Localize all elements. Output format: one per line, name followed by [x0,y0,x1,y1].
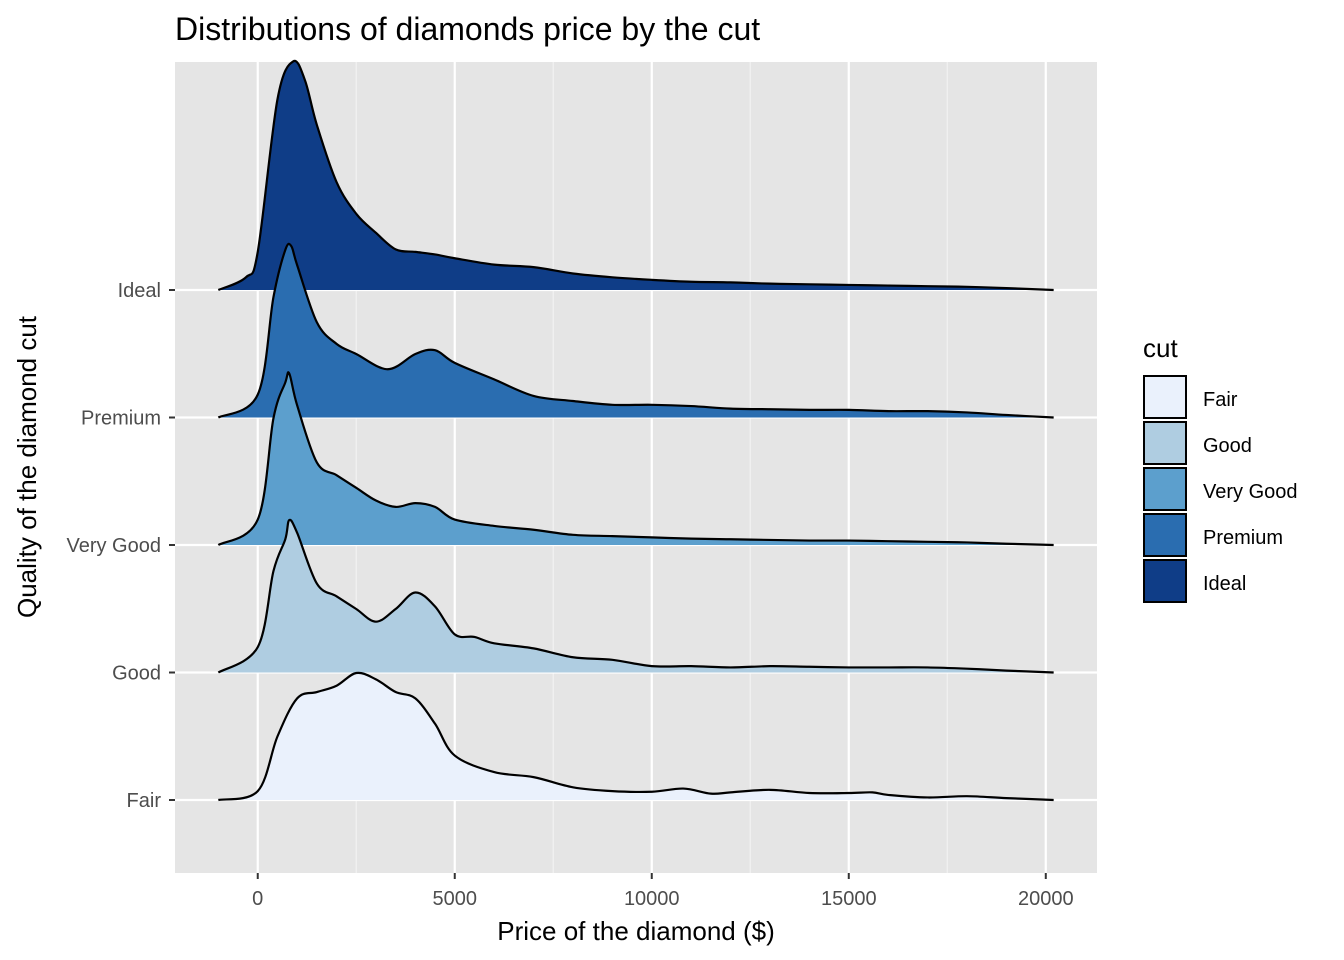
ridge-very-good [217,371,1054,547]
x-axis: 0 5000 10000 15000 20000 [252,873,1074,910]
legend: cut Fair Good Very Good Premium Ideal [1143,333,1298,603]
ridge-line-premium [217,242,1054,419]
legend-item-very-good: Very Good [1143,467,1298,511]
y-axis-title: Quality of the diamond cut [12,315,42,618]
ridge-area-ideal [218,60,1054,290]
legend-item-good: Good [1143,421,1252,465]
y-tick-label-premium: Premium [81,408,161,430]
x-axis-title: Price of the diamond ($) [497,916,774,946]
x-tick-label: 10000 [624,888,680,910]
ridge-line-ideal [217,59,1054,292]
ridge-area-fair [218,672,1054,800]
legend-label: Premium [1203,527,1283,549]
legend-label: Good [1203,435,1252,457]
ridge-ideal [217,59,1054,292]
ridge-area-premium [218,243,1054,418]
x-tick-label: 20000 [1018,888,1074,910]
x-tick-label: 5000 [433,888,478,910]
y-tick-label-very-good: Very Good [66,535,161,557]
legend-swatch [1143,467,1187,511]
legend-label: Fair [1203,389,1238,411]
chart-title: Distributions of diamonds price by the c… [175,11,760,47]
y-tick-label-good: Good [112,663,161,685]
ridge-series-group [217,59,1054,802]
legend-item-fair: Fair [1143,375,1238,419]
legend-items: Fair Good Very Good Premium Ideal [1143,375,1298,603]
legend-swatch [1143,513,1187,557]
y-tick-label-fair: Fair [127,790,162,812]
ridge-line-fair [218,671,1054,802]
ridge-area-very-good [218,372,1054,545]
ridge-good [217,518,1054,674]
x-tick-label: 15000 [821,888,877,910]
ridge-fair [218,671,1054,802]
ridge-premium [217,242,1054,419]
ridge-line-very-good [217,371,1054,547]
legend-swatch [1143,559,1187,603]
legend-item-premium: Premium [1143,513,1283,557]
legend-item-ideal: Ideal [1143,559,1246,603]
ridge-area-good [218,519,1054,673]
legend-label: Ideal [1203,573,1246,595]
legend-label: Very Good [1203,481,1298,503]
legend-swatch [1143,375,1187,419]
y-tick-label-ideal: Ideal [118,280,161,302]
x-tick-label: 0 [252,888,263,910]
ridge-line-good [217,518,1054,674]
legend-title: cut [1143,333,1178,363]
legend-swatch [1143,421,1187,465]
y-axis: Fair Good Very Good Premium Ideal [66,280,175,812]
